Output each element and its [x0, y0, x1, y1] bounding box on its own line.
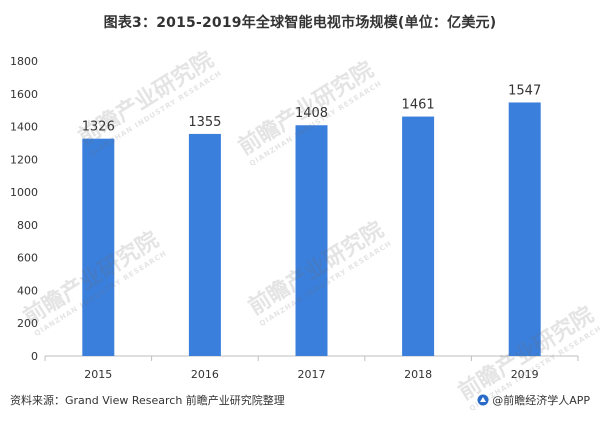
data-label: 1547: [508, 83, 541, 98]
y-tick-label: 1800: [10, 55, 38, 68]
x-tick-label: 2017: [298, 368, 326, 381]
y-tick-label: 400: [17, 284, 38, 297]
y-tick-label: 0: [31, 350, 38, 363]
chart-title: 图表3：2015-2019年全球智能电视市场规模(单位：亿美元): [103, 15, 497, 31]
bar: [295, 125, 328, 356]
y-tick-label: 1400: [10, 121, 38, 134]
x-tick-label: 2016: [191, 368, 219, 381]
credit-text: @前瞻经济学人APP: [492, 394, 590, 407]
y-tick-label: 200: [17, 317, 38, 330]
y-tick-label: 1200: [10, 153, 38, 166]
x-tick-label: 2019: [511, 368, 539, 381]
y-tick-label: 1000: [10, 186, 38, 199]
bar-chart: 0 200 400 600 800 1000 1200 1400 1600 1800 1326 201…: [10, 55, 579, 381]
x-tick-label: 2018: [404, 368, 432, 381]
y-tick-label: 600: [17, 252, 38, 265]
data-label: 1326: [82, 120, 115, 135]
chart-footer: 资料来源：Grand View Research 前瞻产业研究院整理 @前瞻经济…: [10, 392, 590, 412]
data-label: 1355: [188, 115, 221, 130]
bar: [82, 138, 115, 356]
data-label: 1461: [402, 98, 435, 113]
source-note: 资料来源：Grand View Research 前瞻产业研究院整理: [10, 394, 285, 407]
data-label: 1408: [295, 106, 328, 121]
bar: [402, 116, 435, 356]
credit: @前瞻经济学人APP: [477, 392, 590, 408]
bar: [508, 102, 541, 356]
y-tick-label: 1600: [10, 88, 38, 101]
x-tick-label: 2015: [84, 368, 112, 381]
bar: [188, 133, 221, 356]
y-tick-label: 800: [17, 219, 38, 232]
qianzhan-logo-icon: [477, 394, 489, 406]
